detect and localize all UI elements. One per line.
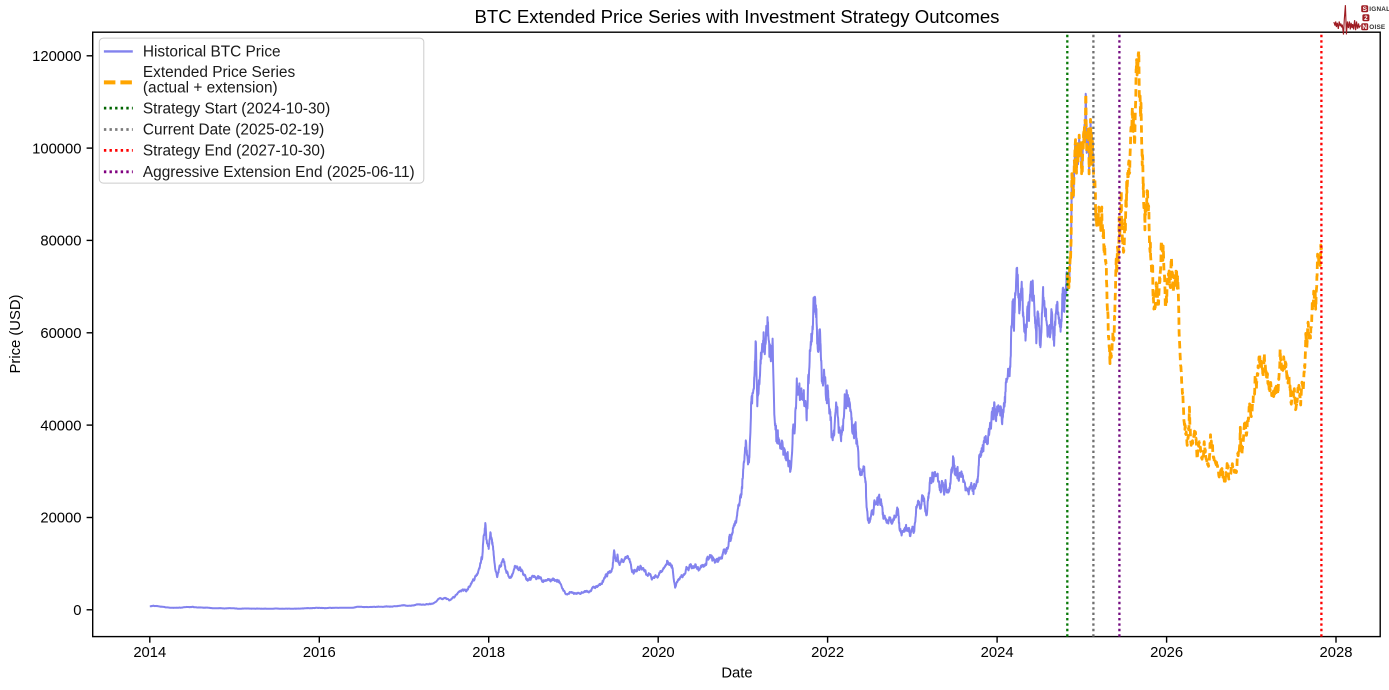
svg-text:40000: 40000 <box>40 418 81 434</box>
svg-text:100000: 100000 <box>32 141 81 157</box>
svg-text:120000: 120000 <box>32 49 81 65</box>
svg-text:20000: 20000 <box>40 511 81 527</box>
svg-text:2: 2 <box>1364 15 1368 22</box>
svg-text:0: 0 <box>73 603 81 619</box>
svg-text:Historical BTC Price: Historical BTC Price <box>143 44 281 61</box>
svg-text:2014: 2014 <box>133 645 166 661</box>
svg-text:60000: 60000 <box>40 326 81 342</box>
svg-text:2018: 2018 <box>472 645 505 661</box>
svg-text:Strategy Start (2024-10-30): Strategy Start (2024-10-30) <box>143 100 330 117</box>
svg-text:2026: 2026 <box>1150 645 1183 661</box>
svg-text:80000: 80000 <box>40 234 81 250</box>
svg-text:S: S <box>1363 6 1368 13</box>
svg-text:Aggressive Extension End (2025: Aggressive Extension End (2025-06-11) <box>143 164 415 181</box>
svg-text:OISE: OISE <box>1369 24 1386 31</box>
svg-text:2028: 2028 <box>1320 645 1353 661</box>
svg-text:(actual + extension): (actual + extension) <box>143 80 278 97</box>
svg-text:Date: Date <box>721 666 752 682</box>
svg-text:Price (USD): Price (USD) <box>8 294 24 373</box>
svg-text:2024: 2024 <box>981 645 1014 661</box>
svg-text:N: N <box>1362 24 1367 31</box>
svg-text:2020: 2020 <box>642 645 675 661</box>
svg-text:2016: 2016 <box>303 645 336 661</box>
svg-text:IGNAL: IGNAL <box>1369 6 1389 13</box>
svg-text:Current Date (2025-02-19): Current Date (2025-02-19) <box>143 122 324 139</box>
svg-text:BTC Extended Price Series with: BTC Extended Price Series with Investmen… <box>475 6 1000 27</box>
svg-text:Strategy End (2027-10-30): Strategy End (2027-10-30) <box>143 143 325 160</box>
svg-text:Extended Price Series: Extended Price Series <box>143 64 296 81</box>
svg-text:2022: 2022 <box>811 645 844 661</box>
